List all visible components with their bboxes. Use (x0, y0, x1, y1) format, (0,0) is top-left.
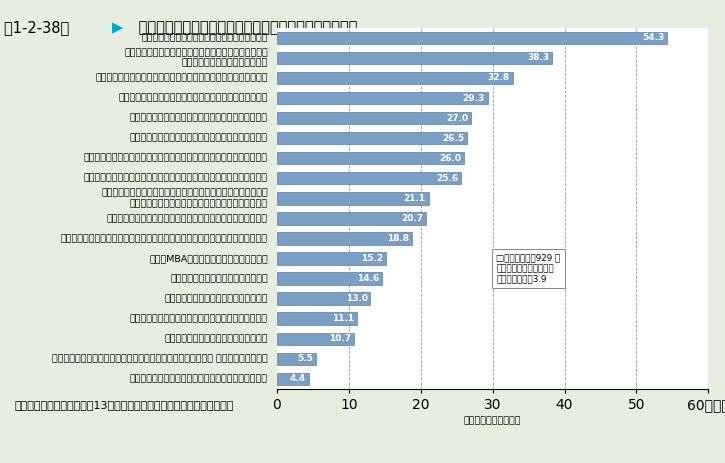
Text: 21.1: 21.1 (404, 194, 426, 203)
Text: 14.6: 14.6 (357, 274, 379, 283)
Text: ベンチャー・キャピタルの形成に係る監制度（有限投資組合等）の改善: ベンチャー・キャピタルの形成に係る監制度（有限投資組合等）の改善 (84, 154, 268, 163)
Bar (277, 313, 357, 325)
Text: 起業家が、国や特殊法人等によって部分的にでも所有されている
知的財産権を容易に活用できるようにする制度の整備: 起業家が、国や特殊法人等によって部分的にでも所有されている 知的財産権を容易に活… (101, 188, 268, 208)
Text: 事業の継承に対する相続税の税制改善: 事業の継承に対する相続税の税制改善 (170, 274, 268, 283)
Text: 公共調達等におけるベンチャー企業の参入機会の拡大: 公共調達等におけるベンチャー企業の参入機会の拡大 (130, 134, 268, 143)
Bar (277, 152, 464, 164)
Text: 5.5: 5.5 (298, 354, 314, 363)
Bar (277, 112, 471, 124)
Bar (277, 373, 309, 385)
Text: 敗者復活を容認するような、再トライしやすい環境の整備: 敗者復活を容認するような、再トライしやすい環境の整備 (118, 94, 268, 102)
Text: 32.8: 32.8 (488, 74, 510, 82)
Text: 38.3: 38.3 (527, 53, 550, 63)
Text: □有効回答　：929 社
　選択可能数：五つまで
　平均選択数：3.9: □有効回答 ：929 社 選択可能数：五つまで 平均選択数：3.9 (496, 254, 560, 283)
Text: 大学等が発するベンチャーのアイデアと企業を結びつける場の提供: 大学等が発するベンチャーのアイデアと企業を結びつける場の提供 (95, 74, 268, 82)
Text: 27.0: 27.0 (446, 113, 468, 123)
Text: ベンチャーに対する公的な助成金・補助金の拡充: ベンチャーに対する公的な助成金・補助金の拡充 (141, 33, 268, 42)
Text: 優先株の発行における条件設定の弾力化など、起業法制の改善: 優先株の発行における条件設定の弾力化など、起業法制の改善 (107, 214, 268, 223)
Text: エンジェル税制の拡充、キャピタルゲイン課税の軽減等投資家に対する保護制度: エンジェル税制の拡充、キャピタルゲイン課税の軽減等投資家に対する保護制度 (61, 234, 268, 243)
Text: 11.1: 11.1 (332, 314, 354, 323)
Text: ベンチャービジネス育成セミナーの充実: ベンチャービジネス育成セミナーの充実 (165, 294, 268, 303)
Bar (277, 52, 552, 64)
Text: 政府系金融機関等の公的な機関からの出資、長期かつ低金利融資の拡充: 政府系金融機関等の公的な機関からの出資、長期かつ低金利融資の拡充 (84, 174, 268, 183)
Text: 成功したベンチャーに対する公的な表彰制度を設ける: 成功したベンチャーに対する公的な表彰制度を設ける (130, 375, 268, 383)
Text: 4.4: 4.4 (289, 375, 306, 383)
Bar (277, 132, 468, 144)
Bar (277, 72, 513, 84)
Text: 10.7: 10.7 (329, 334, 351, 343)
Text: ▶: ▶ (112, 20, 124, 36)
Text: ベンチャーの経済全体への貢献を社会に広報宣伝する: ベンチャーの経済全体への貢献を社会に広報宣伝する (130, 314, 268, 323)
Bar (277, 172, 461, 184)
Text: 26.0: 26.0 (439, 154, 461, 163)
Bar (277, 192, 428, 205)
Text: 15.2: 15.2 (361, 254, 384, 263)
Text: 起業家と大学・国研等の共同研究に対する支援の拡充: 起業家と大学・国研等の共同研究に対する支援の拡充 (130, 113, 268, 123)
Text: 社内ベンチャー育成のための政府の支援策で重要なもの: 社内ベンチャー育成のための政府の支援策で重要なもの (134, 20, 357, 36)
Text: 資料：文部科学省　「平成13年度　民間企業の研究活動に関する調査」: 資料：文部科学省 「平成13年度 民間企業の研究活動に関する調査」 (14, 400, 234, 410)
Bar (277, 332, 354, 345)
Text: 18.8: 18.8 (387, 234, 409, 243)
Text: 13.0: 13.0 (346, 294, 368, 303)
Bar (277, 212, 426, 225)
Bar (277, 31, 667, 44)
Bar (277, 92, 488, 104)
Bar (277, 353, 317, 365)
Bar (277, 252, 386, 265)
Text: ベンチャー投資に回る可能性のある資金源を提供するための「 年金制度の改革」等: ベンチャー投資に回る可能性のある資金源を提供するための「 年金制度の改革」等 (52, 354, 268, 363)
Bar (277, 272, 382, 285)
Text: 29.3: 29.3 (463, 94, 485, 102)
Bar (277, 232, 412, 244)
Text: 第1-2-38図: 第1-2-38図 (4, 20, 73, 36)
Text: 日本版MBAなどマネージメント教育の充実: 日本版MBAなどマネージメント教育の充実 (149, 254, 268, 263)
Text: 20.7: 20.7 (401, 214, 423, 223)
Text: 25.6: 25.6 (436, 174, 458, 183)
X-axis label: 有効回答に対する比率: 有効回答に対する比率 (464, 416, 521, 425)
Text: 54.3: 54.3 (642, 33, 665, 42)
Text: ストック・オプションに係る税制の改善: ストック・オプションに係る税制の改善 (165, 334, 268, 343)
Bar (277, 293, 370, 305)
Text: 新たな発想を生み出すための、初等・中等教育における
創造性や個性を伸ばす教育の推進: 新たな発想を生み出すための、初等・中等教育における 創造性や個性を伸ばす教育の推… (124, 48, 268, 68)
Text: 26.5: 26.5 (442, 134, 465, 143)
